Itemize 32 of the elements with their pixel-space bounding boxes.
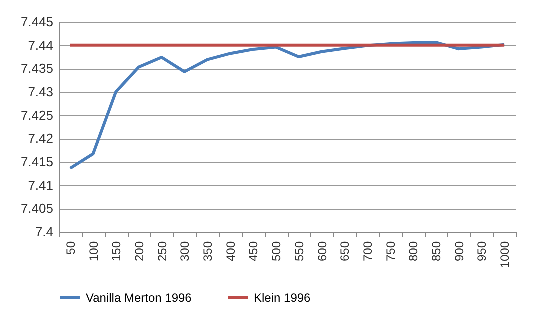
x-tick-label: 150 xyxy=(110,241,124,262)
legend-label: Vanilla Merton 1996 xyxy=(86,290,192,305)
legend-label: Klein 1996 xyxy=(254,290,312,305)
x-tick-label: 600 xyxy=(315,241,330,262)
x-tick-label: 500 xyxy=(270,241,284,262)
x-tick-label: 850 xyxy=(430,241,444,262)
x-tick-label: 400 xyxy=(224,241,238,262)
y-tick-label: 7.425 xyxy=(20,108,54,123)
y-tick-label: 7.4 xyxy=(35,224,54,240)
y-tick-label: 7.41 xyxy=(28,178,54,193)
y-tick-label: 7.42 xyxy=(28,131,54,146)
x-tick-label: 900 xyxy=(452,241,466,262)
x-tick-label: 300 xyxy=(178,241,192,262)
x-tick-label: 1000 xyxy=(498,241,512,268)
x-tick-label: 750 xyxy=(384,241,398,262)
x-tick-label: 450 xyxy=(246,241,261,262)
x-tick-label: 250 xyxy=(155,241,170,262)
x-tick-label: 700 xyxy=(360,241,375,262)
x-tick-label: 650 xyxy=(338,241,352,262)
y-tick-label: 7.405 xyxy=(20,201,54,216)
x-tick-label: 350 xyxy=(201,241,216,262)
x-tick-label: 200 xyxy=(132,241,146,262)
y-tick-label: 7.44 xyxy=(28,38,54,53)
y-tick-label: 7.415 xyxy=(20,154,54,170)
y-tick-label: 7.435 xyxy=(20,61,54,76)
y-tick-label: 7.445 xyxy=(20,14,54,30)
x-tick-label: 100 xyxy=(86,241,101,262)
x-tick-label: 50 xyxy=(64,241,78,255)
y-tick-label: 7.43 xyxy=(28,84,54,100)
x-tick-label: 800 xyxy=(406,241,421,262)
x-tick-label: 950 xyxy=(475,241,490,262)
x-tick-label: 550 xyxy=(292,241,306,262)
